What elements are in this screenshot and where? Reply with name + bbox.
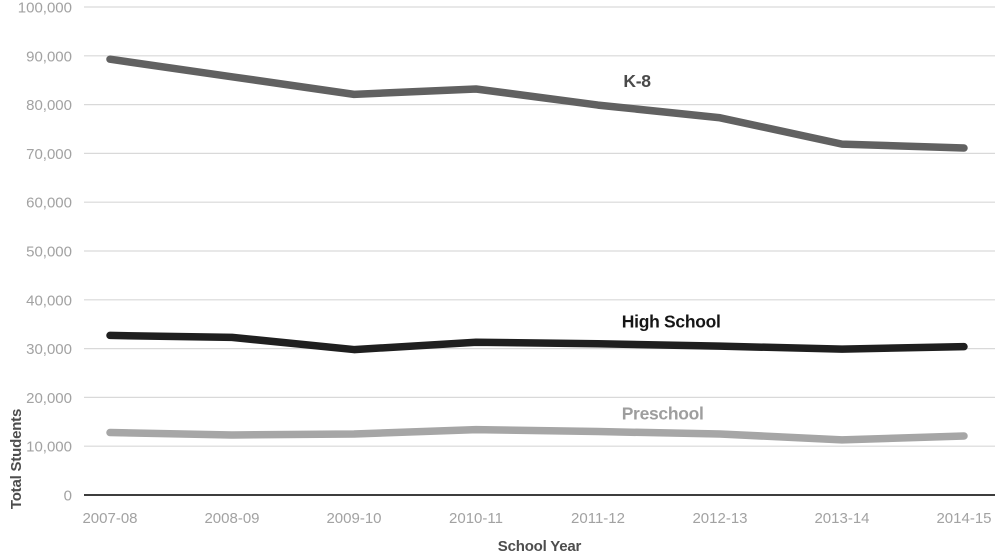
preschool-line [106, 425, 968, 444]
k-8-line [106, 55, 968, 152]
x-tick-label-2007-08: 2007-08 [82, 510, 137, 527]
x-tick-label-2013-14: 2013-14 [814, 510, 869, 527]
y-tick-label-0: 0 [64, 488, 72, 505]
x-tick-label-2009-10: 2009-10 [326, 510, 381, 527]
x-tick-label-2012-13: 2012-13 [692, 510, 747, 527]
y-tick-label-30000: 30,000 [26, 341, 72, 358]
y-tick-label-80000: 80,000 [26, 97, 72, 114]
y-tick-label-60000: 60,000 [26, 195, 72, 212]
high-school-line [106, 331, 968, 354]
x-tick-label-2010-11: 2010-11 [449, 510, 503, 527]
y-tick-label-70000: 70,000 [26, 146, 72, 163]
k-8-series-label: K-8 [623, 71, 651, 91]
preschool-series-label: Preschool [622, 404, 704, 424]
x-tick-label-2014-15: 2014-15 [936, 510, 991, 527]
high-school-series-label: High School [622, 311, 721, 331]
x-tick-label-2008-09: 2008-09 [204, 510, 259, 527]
x-axis-title: School Year [497, 538, 582, 555]
x-tick-label-2011-12: 2011-12 [571, 510, 625, 527]
y-tick-label-50000: 50,000 [26, 244, 72, 261]
y-tick-label-90000: 90,000 [26, 48, 72, 65]
y-tick-label-10000: 10,000 [26, 439, 72, 456]
y-tick-label-20000: 20,000 [26, 390, 72, 407]
y-tick-label-100000: 100,000 [18, 0, 72, 17]
y-tick-label-40000: 40,000 [26, 292, 72, 309]
y-axis-title: Total Students [8, 408, 25, 510]
